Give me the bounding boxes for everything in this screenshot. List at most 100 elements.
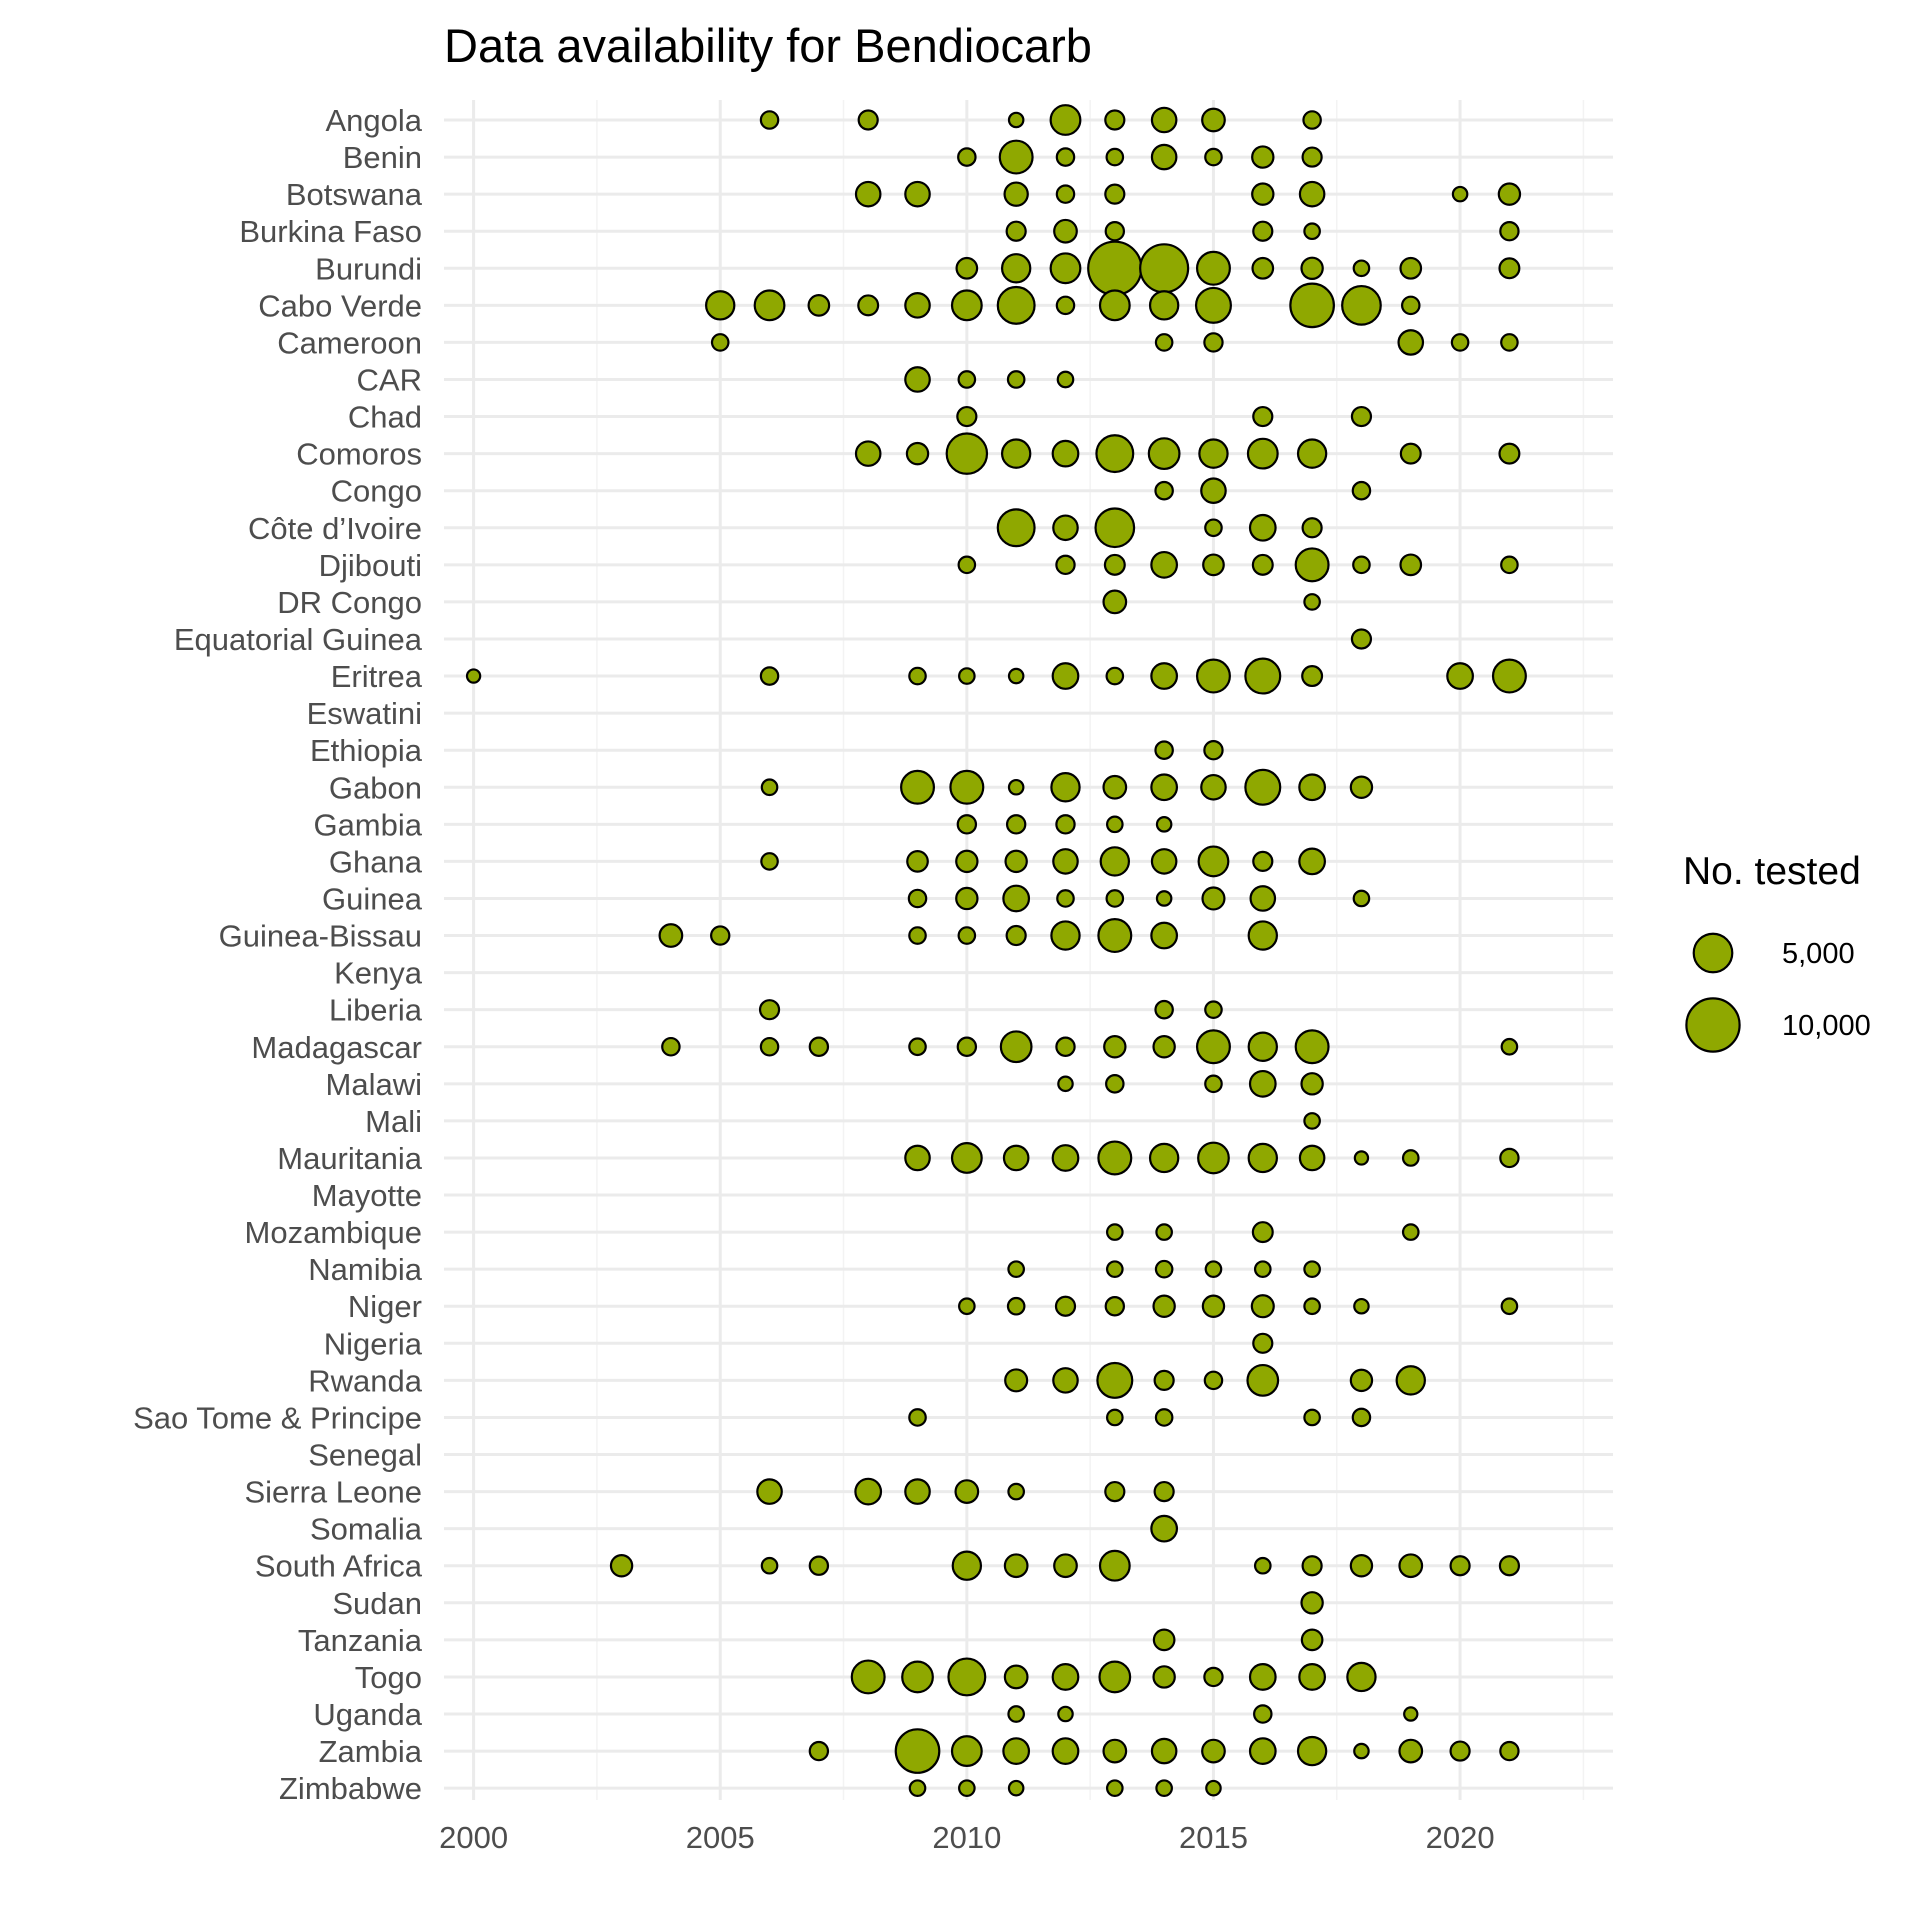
y-tick-label: Guinea (322, 881, 423, 916)
y-tick-label: Zimbabwe (279, 1771, 422, 1806)
data-point (1007, 111, 1025, 129)
data-point (1098, 1660, 1132, 1694)
data-point (1007, 667, 1025, 685)
data-point (1152, 1628, 1176, 1652)
data-point (996, 285, 1036, 325)
data-point (1155, 1223, 1173, 1241)
data-point (1351, 480, 1372, 501)
data-point (1052, 514, 1079, 542)
data-point (1053, 1553, 1078, 1579)
data-point (1246, 437, 1279, 470)
data-point (1154, 1259, 1174, 1279)
data-point (1004, 1368, 1029, 1393)
data-point (1300, 256, 1324, 280)
data-point (908, 666, 927, 686)
legend-title: No. tested (1683, 850, 1861, 893)
data-point (1055, 814, 1076, 835)
data-point (854, 180, 882, 208)
data-point (1398, 1553, 1424, 1579)
data-point (1152, 1035, 1176, 1059)
y-tick-label: DR Congo (277, 585, 422, 620)
data-point (854, 1477, 883, 1506)
data-point (1051, 439, 1080, 468)
data-point (1500, 555, 1519, 575)
y-tick-label: Mali (365, 1104, 422, 1139)
data-point (1056, 370, 1075, 389)
data-point (1251, 256, 1275, 280)
data-point (1195, 658, 1231, 694)
data-point (1298, 1663, 1326, 1691)
data-point (1204, 1260, 1223, 1278)
data-point (906, 850, 929, 873)
y-tick-label: Cabo Verde (258, 288, 422, 323)
y-tick-label: Burkina Faso (239, 214, 422, 249)
data-point (998, 139, 1034, 175)
data-point (956, 1036, 978, 1057)
data-point (1491, 658, 1527, 694)
data-point (1148, 290, 1180, 321)
data-point (1051, 1737, 1080, 1765)
data-point (1150, 773, 1179, 802)
data-point (1198, 438, 1229, 469)
data-point (1051, 1144, 1080, 1172)
data-point (1244, 657, 1282, 695)
data-point (957, 926, 977, 945)
data-point (1002, 884, 1031, 913)
data-point (1104, 221, 1126, 242)
data-point (1399, 256, 1423, 280)
data-point (908, 1037, 927, 1057)
data-point (759, 666, 780, 686)
data-points (465, 104, 1527, 1797)
data-point (1205, 1779, 1222, 1797)
data-point (1350, 405, 1373, 428)
data-point (1201, 1294, 1226, 1318)
data-point (1052, 1367, 1079, 1394)
data-point (1498, 257, 1521, 280)
data-point (1401, 1149, 1420, 1167)
grid-lines (444, 100, 1613, 1800)
data-point (1197, 1141, 1230, 1175)
data-point (1251, 145, 1275, 169)
y-tick-label: Senegal (308, 1438, 422, 1473)
y-tick-label: Mauritania (277, 1141, 422, 1176)
data-point (1398, 1738, 1424, 1764)
data-point (1153, 1369, 1175, 1391)
data-point (947, 1657, 987, 1697)
data-point (1303, 593, 1321, 611)
legend-label: 5,000 (1782, 938, 1855, 970)
data-point (1303, 1260, 1321, 1278)
data-point (1195, 250, 1231, 286)
data-point (1303, 1112, 1321, 1130)
data-point (1197, 845, 1230, 878)
y-tick-label: Uganda (313, 1697, 422, 1732)
data-point (1155, 816, 1173, 833)
data-point (1200, 477, 1227, 505)
y-tick-label: Ghana (329, 844, 423, 879)
data-point (1449, 1740, 1471, 1762)
data-point (1201, 1738, 1226, 1764)
data-point (1154, 333, 1174, 352)
data-point (955, 886, 979, 911)
data-point (1006, 370, 1026, 389)
data-point (1251, 1221, 1274, 1244)
data-point (1500, 1037, 1519, 1056)
data-point (908, 1779, 927, 1797)
data-point (1104, 1480, 1126, 1503)
data-point (1248, 513, 1277, 542)
data-point (1353, 1742, 1370, 1760)
data-point (1401, 1223, 1420, 1241)
data-point (957, 370, 977, 389)
data-point (1352, 889, 1371, 908)
x-tick-label: 2000 (439, 1820, 508, 1855)
data-point (1200, 773, 1227, 801)
data-point (956, 814, 978, 835)
data-point (658, 923, 684, 948)
data-point (1051, 1663, 1080, 1691)
data-point (807, 293, 831, 317)
data-point (904, 1478, 931, 1505)
data-point (710, 333, 730, 352)
data-point (1252, 1332, 1274, 1354)
data-point (1498, 1555, 1521, 1577)
data-point (1350, 628, 1373, 650)
data-point (1105, 1223, 1124, 1241)
